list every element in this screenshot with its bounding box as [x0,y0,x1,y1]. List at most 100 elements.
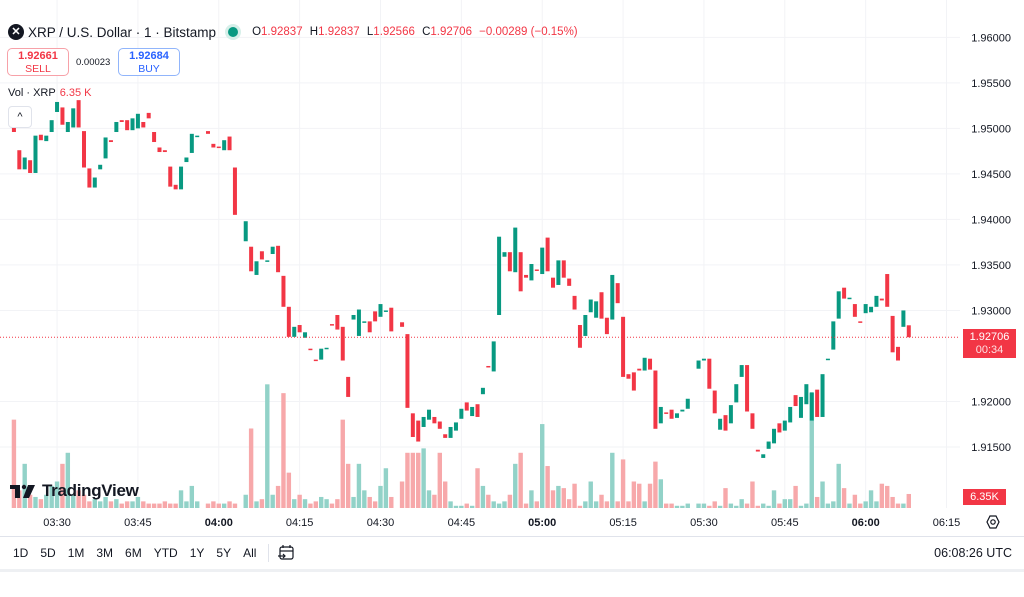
candle [443,434,448,438]
volume-bar [459,505,464,508]
candle [243,221,248,242]
candle [383,310,388,312]
timeframe-3m[interactable]: 3M [96,546,114,560]
candle [664,412,669,414]
volume-bar [432,494,437,508]
volume-label: Vol · XRP [8,87,56,99]
volume-bar [265,384,270,508]
close-label: C [422,26,431,38]
timeframe-ytd[interactable]: YTD [153,546,178,560]
candle [98,164,103,170]
candle [33,135,38,173]
volume-bar [324,499,329,508]
time-tick-label: 04:30 [367,517,395,529]
volume-bar [583,501,588,508]
candle [276,245,281,273]
volume-bar [901,503,906,508]
price-tick-label: 1.94000 [971,214,1011,226]
candle [545,237,550,272]
volume-bar [475,468,480,508]
candle [146,112,151,119]
candle [421,416,426,427]
volume-bar [637,483,642,508]
volume-bar [841,488,847,508]
candle [696,360,701,369]
sell-button[interactable]: 1.92661 SELL [7,48,69,76]
volume-bar [259,499,265,508]
timeframe-1m[interactable]: 1M [67,546,85,560]
tradingview-logo[interactable]: TradingView [10,481,139,501]
candle [507,252,512,272]
candle [658,406,663,424]
candle [249,246,254,272]
volume-bar [858,503,863,508]
volume-bar [124,501,130,508]
timeframe-1y[interactable]: 1Y [189,546,205,560]
volume-bar [168,503,173,508]
candle [745,365,750,412]
candle [621,316,626,377]
sell-price: 1.92661 [18,50,58,62]
volume-legend[interactable]: Vol · XRP 6.35 K [8,87,92,99]
candle [550,277,555,288]
volume-bar [130,501,135,508]
chevron-up-icon[interactable]: ^ [8,106,32,128]
buy-button[interactable]: 1.92684 BUY [118,48,180,76]
timeframe-all[interactable]: All [243,546,257,560]
utc-clock[interactable]: 06:08:26 UTC [934,546,1012,560]
volume-bar [205,503,211,508]
candle [879,298,884,301]
candle [416,420,421,442]
symbol-title[interactable]: XRP / U.S. Dollar · 1 · Bitstamp [28,24,217,40]
candle [432,416,437,424]
timeframe-6m[interactable]: 6M [125,546,142,560]
volume-bar [750,481,755,508]
timeframe-5d[interactable]: 5D [40,546,56,560]
volume-bar [302,499,308,508]
candle [556,260,561,285]
gear-icon[interactable] [985,514,1001,530]
volume-bar [345,463,351,508]
timeframe-5y[interactable]: 5Y [216,546,232,560]
candle [766,441,771,449]
candle [389,307,394,332]
candle [572,295,577,310]
candle [114,121,119,133]
volume-bar [54,481,60,508]
candle [739,365,744,377]
volume-bar [318,496,324,508]
price-chart[interactable]: 1.96000 1.95500 1.95000 1.94500 1.94000 1.935… [0,0,1024,536]
volume-bar [248,428,254,508]
candle [631,372,636,391]
candle [173,184,178,190]
volume-bar [777,503,782,508]
candle [513,227,518,273]
timeframe-1d[interactable]: 1D [13,546,29,560]
volume-bar [17,490,22,508]
high-value: 1.92837 [318,26,360,38]
volume-bar [141,501,146,508]
candle [324,347,329,350]
time-tick-label: 03:45 [124,517,152,529]
volume-bar [38,499,44,508]
time-tick-label: 05:15 [609,517,637,529]
candle [410,413,415,437]
candle [87,168,92,188]
volume-price-label: 6.35K [963,489,1006,505]
price-tick-label: 1.95500 [971,78,1011,90]
candle [750,413,755,429]
change-value: −0.00289 (−0.15%) [479,26,578,38]
candle [858,321,863,323]
volume-bar [421,448,426,508]
candle [28,160,33,173]
candle [804,384,809,405]
candle [453,422,458,431]
calendar-goto-icon[interactable] [277,544,295,562]
candle [885,274,890,307]
time-tick-label: 05:45 [771,517,799,529]
volume-bar [329,503,335,508]
candle [831,321,836,350]
volume-bar [761,503,766,508]
candle [723,415,728,431]
volume-bar [76,490,81,508]
